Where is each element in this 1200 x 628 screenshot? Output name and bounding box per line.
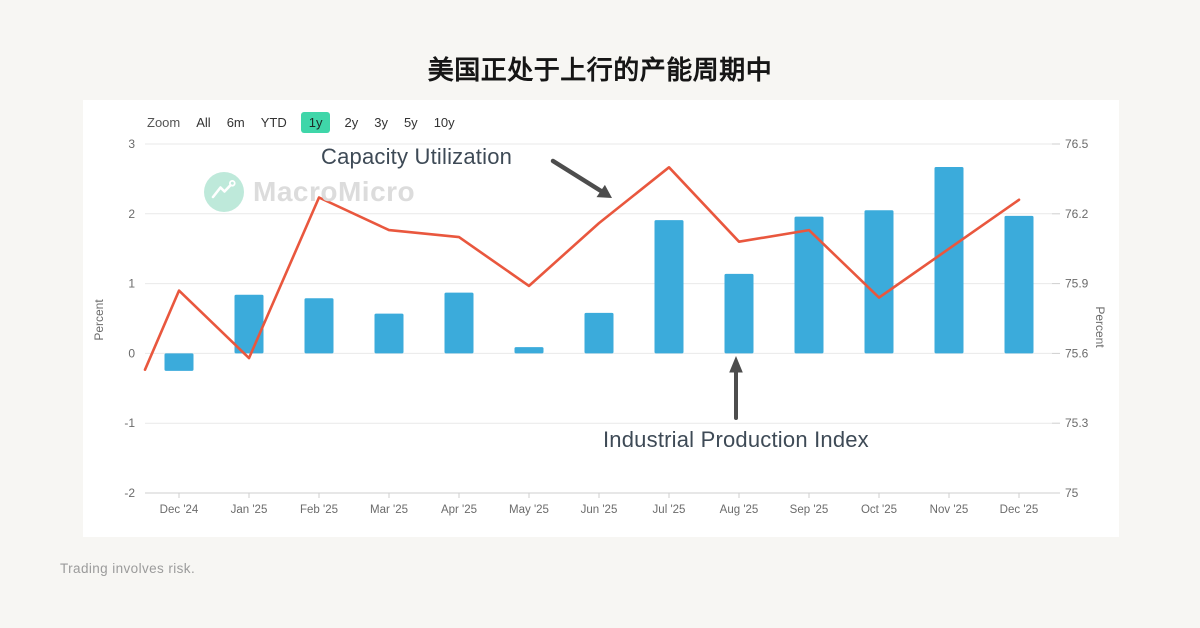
range-button-ytd[interactable]: YTD: [259, 112, 289, 133]
x-axis-category-label: Apr '25: [441, 504, 477, 516]
bar-jan25[interactable]: [234, 294, 264, 354]
disclaimer-text: Trading involves risk.: [60, 561, 196, 576]
x-axis-category-label: Jul '25: [653, 504, 686, 516]
industrial-production-index-label: Industrial Production Index: [603, 427, 869, 452]
left-axis-title: Percent: [92, 299, 106, 341]
bar-sep25[interactable]: [794, 216, 824, 354]
x-axis-category-label: Oct '25: [861, 504, 897, 516]
capacity-utilization-label: Capacity Utilization: [321, 144, 513, 169]
bar-nov25[interactable]: [934, 167, 964, 354]
zoom-label: Zoom: [147, 114, 181, 130]
range-button-2y[interactable]: 2y: [342, 112, 360, 133]
zoom-toolbar: Zoom All 6m YTD 1y 2y 3y 5y 10y: [147, 111, 457, 133]
x-axis-category-label: May '25: [509, 504, 549, 516]
right-axis-tick-label: 75.9: [1065, 277, 1089, 291]
x-axis-category-label: Dec '25: [1000, 504, 1039, 516]
right-axis-title: Percent: [1093, 306, 1107, 348]
range-button-10y[interactable]: 10y: [432, 112, 457, 133]
right-axis-tick-label: 76.2: [1065, 207, 1089, 221]
industrial-production-arrow-head: [729, 356, 743, 373]
x-axis-category-label: Sep '25: [790, 504, 829, 516]
left-axis-tick-label: -1: [124, 416, 135, 430]
watermark: MacroMicro: [204, 172, 415, 212]
bar-dec25[interactable]: [1004, 215, 1034, 354]
left-axis-tick-label: 3: [128, 137, 135, 151]
right-axis-tick-label: 75.6: [1065, 346, 1089, 360]
x-axis-category-label: Mar '25: [370, 504, 408, 516]
bar-dec24[interactable]: [164, 353, 194, 371]
range-button-all[interactable]: All: [194, 112, 212, 133]
x-axis-category-label: Jan '25: [231, 504, 268, 516]
right-axis-tick-label: 75.3: [1065, 416, 1089, 430]
watermark-brand: MacroMicro: [253, 176, 416, 207]
x-axis-category-label: Nov '25: [930, 504, 969, 516]
right-axis-tick-label: 75: [1065, 486, 1079, 500]
bar-aug25[interactable]: [724, 273, 754, 354]
bar-mar25[interactable]: [374, 313, 404, 354]
chart-card: Zoom All 6m YTD 1y 2y 3y 5y 10y MacroMicro Capa…: [83, 100, 1119, 537]
dual-axis-chart: 3 76.5 2 76.2 1 75.9 0 75.6 -1 75.3 -2 75 Dec '24 Jan…: [92, 137, 1107, 516]
bar-apr25[interactable]: [444, 292, 474, 354]
right-axis-tick-label: 76.5: [1065, 137, 1089, 151]
bar-may25[interactable]: [514, 347, 544, 354]
x-axis-category-label: Aug '25: [720, 504, 759, 516]
range-button-1y[interactable]: 1y: [300, 111, 331, 133]
capacity-utilization-line[interactable]: [143, 166, 1021, 371]
range-button-6m[interactable]: 6m: [225, 112, 247, 133]
capacity-utilization-arrow-shaft: [550, 158, 604, 194]
left-axis-tick-label: 2: [128, 207, 135, 221]
bar-oct25[interactable]: [864, 210, 894, 354]
macromicro-logo-icon: [204, 172, 244, 212]
range-button-5y[interactable]: 5y: [402, 112, 420, 133]
left-axis-tick-label: -2: [124, 486, 135, 500]
chart-title: 美国正处于上行的产能周期中: [427, 55, 773, 85]
left-axis-tick-label: 0: [128, 346, 135, 360]
x-axis-category-label: Feb '25: [300, 504, 338, 516]
bar-jul25[interactable]: [654, 220, 684, 354]
x-axis-category-label: Dec '24: [160, 504, 199, 516]
bar-jun25[interactable]: [584, 312, 614, 354]
x-axis-category-label: Jun '25: [581, 504, 618, 516]
range-button-3y[interactable]: 3y: [372, 112, 390, 133]
bar-feb25[interactable]: [304, 298, 334, 354]
left-axis-tick-label: 1: [128, 277, 135, 291]
capacity-utilization-arrow-head: [596, 184, 612, 198]
